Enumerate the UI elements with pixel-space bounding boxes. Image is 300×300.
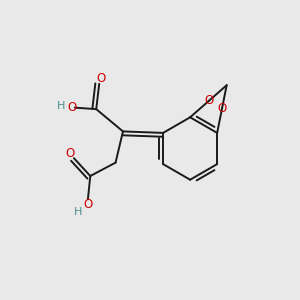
Text: H: H xyxy=(74,207,82,217)
Text: O: O xyxy=(205,94,214,107)
Text: O: O xyxy=(83,198,92,211)
Text: O: O xyxy=(218,102,227,115)
Text: O: O xyxy=(68,101,77,114)
Text: O: O xyxy=(66,147,75,160)
Text: H: H xyxy=(57,101,65,112)
Text: O: O xyxy=(96,72,105,85)
